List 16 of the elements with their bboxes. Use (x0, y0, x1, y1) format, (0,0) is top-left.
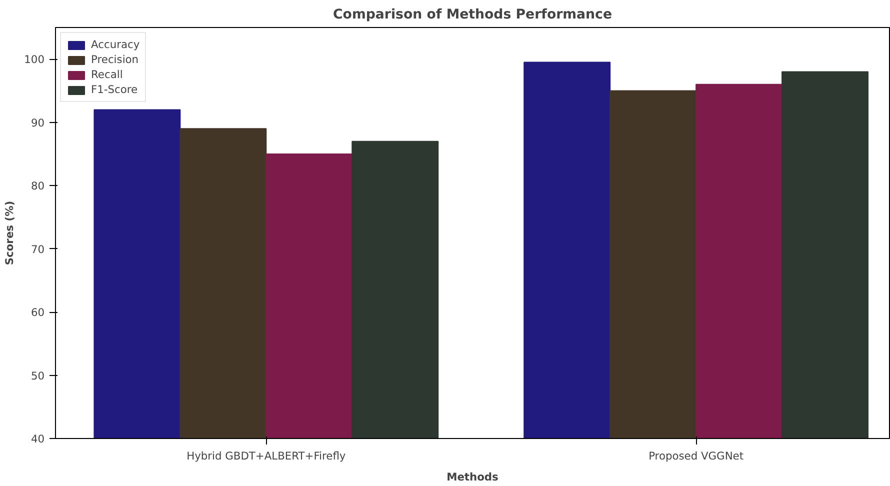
x-tick-label: Proposed VGGNet (648, 450, 744, 462)
legend-label: Recall (91, 68, 123, 81)
x-tick-label: Hybrid GBDT+ALBERT+Firefly (186, 450, 346, 462)
y-tick-label: 50 (30, 369, 45, 382)
y-tick-label: 60 (30, 306, 45, 320)
legend-label: Accuracy (91, 38, 140, 51)
y-tick-label: 100 (24, 53, 45, 66)
legend-label: F1-Score (91, 83, 138, 96)
legend-label: Precision (91, 53, 139, 66)
y-axis-title: Scores (%) (3, 200, 16, 266)
y-tick-label: 70 (30, 242, 45, 256)
y-tick-label: 40 (30, 432, 45, 446)
y-tick-label: 80 (30, 180, 45, 193)
y-tick-label: 90 (30, 116, 45, 130)
x-axis-title: Methods (446, 470, 498, 484)
chart-title: Comparison of Methods Performance (333, 8, 612, 22)
